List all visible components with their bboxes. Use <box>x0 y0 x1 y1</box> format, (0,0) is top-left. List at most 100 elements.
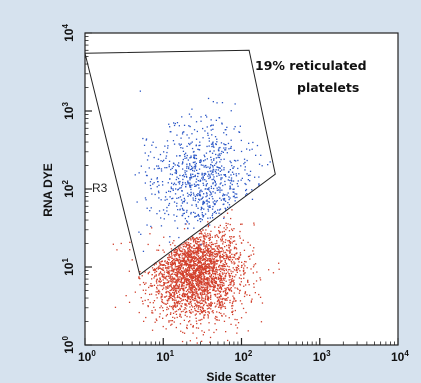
event-dot <box>191 204 193 206</box>
event-dot <box>193 286 195 288</box>
event-dot <box>171 182 173 184</box>
event-dot <box>179 187 181 189</box>
event-dot <box>190 239 192 241</box>
r3-gate-polygon[interactable] <box>84 49 276 276</box>
event-dot <box>199 220 202 223</box>
event-dot <box>226 292 229 294</box>
event-dot <box>242 239 244 241</box>
event-dot <box>220 294 222 296</box>
event-dot <box>187 279 190 281</box>
event-dot <box>201 267 203 269</box>
event-dot <box>240 281 242 283</box>
event-dot <box>210 251 212 253</box>
event-dot <box>175 279 178 281</box>
event-dot <box>184 253 186 255</box>
event-dot <box>205 278 207 281</box>
event-dot <box>164 212 166 215</box>
event-dot <box>192 192 195 194</box>
event-dot <box>248 255 251 257</box>
event-dot <box>194 157 196 160</box>
event-dot <box>187 259 189 261</box>
event-dot <box>201 269 203 271</box>
event-dot <box>197 207 199 209</box>
event-dot <box>184 259 186 261</box>
event-dot <box>172 312 175 314</box>
event-dot <box>203 208 205 210</box>
event-dot <box>191 246 193 248</box>
event-dot <box>202 269 205 271</box>
event-dot <box>172 268 175 271</box>
event-dot <box>245 188 248 191</box>
event-dot <box>146 224 148 226</box>
event-dot <box>183 252 186 254</box>
event-dot <box>178 254 180 256</box>
event-dot <box>241 242 243 244</box>
event-dot <box>166 267 169 269</box>
event-dot <box>192 293 194 295</box>
event-dot <box>249 180 251 182</box>
event-dot <box>176 301 178 303</box>
event-dot <box>172 279 174 281</box>
event-dot <box>215 315 217 318</box>
event-dot <box>259 296 262 298</box>
event-dot <box>210 266 212 268</box>
event-dot <box>207 235 209 237</box>
event-dot <box>206 264 208 266</box>
event-dot <box>193 248 195 250</box>
event-dot <box>204 247 206 250</box>
event-dot <box>220 286 222 289</box>
event-dot <box>197 201 199 203</box>
event-dot <box>168 320 170 322</box>
event-dot <box>218 301 220 303</box>
event-dot <box>185 262 187 264</box>
event-dot <box>197 248 199 250</box>
event-dot <box>157 158 160 160</box>
event-dot <box>171 323 173 325</box>
event-dot <box>204 254 206 257</box>
event-dot <box>196 306 198 308</box>
event-dot <box>172 307 174 309</box>
event-dot <box>142 303 144 305</box>
x-tick-label: 103 <box>313 349 331 364</box>
event-dot <box>188 296 190 298</box>
event-dot <box>175 306 177 308</box>
event-dot <box>172 289 174 292</box>
event-dot <box>171 173 173 176</box>
event-dot <box>188 142 190 145</box>
event-dot <box>228 204 231 206</box>
event-dot <box>169 280 171 282</box>
event-dot <box>229 245 231 247</box>
event-dot <box>197 259 199 261</box>
event-dot <box>200 262 202 264</box>
event-dot <box>199 319 202 321</box>
event-dot <box>166 308 168 311</box>
event-dot <box>198 255 200 257</box>
event-dot <box>202 202 204 204</box>
event-dot <box>208 266 210 269</box>
event-dot <box>181 252 184 255</box>
event-dot <box>187 181 189 183</box>
event-dot <box>195 277 197 280</box>
event-dot <box>202 293 204 296</box>
event-dot <box>161 307 164 309</box>
event-dot <box>218 156 221 159</box>
event-dot <box>232 285 234 287</box>
event-dot <box>224 149 226 151</box>
event-dot <box>208 173 210 175</box>
event-dot <box>192 277 194 279</box>
event-dot <box>225 288 227 290</box>
event-dot <box>184 199 186 201</box>
event-dot <box>189 306 191 308</box>
event-dot <box>249 170 252 172</box>
event-dot <box>223 167 225 169</box>
event-dot <box>249 294 251 296</box>
event-dot <box>170 283 172 285</box>
event-dot <box>215 162 217 165</box>
event-dot <box>212 171 214 173</box>
event-dot <box>198 260 200 262</box>
event-dot <box>171 252 173 254</box>
event-dot <box>153 277 155 279</box>
event-dot <box>252 272 254 274</box>
event-dot <box>216 253 218 255</box>
event-dot <box>189 320 191 322</box>
